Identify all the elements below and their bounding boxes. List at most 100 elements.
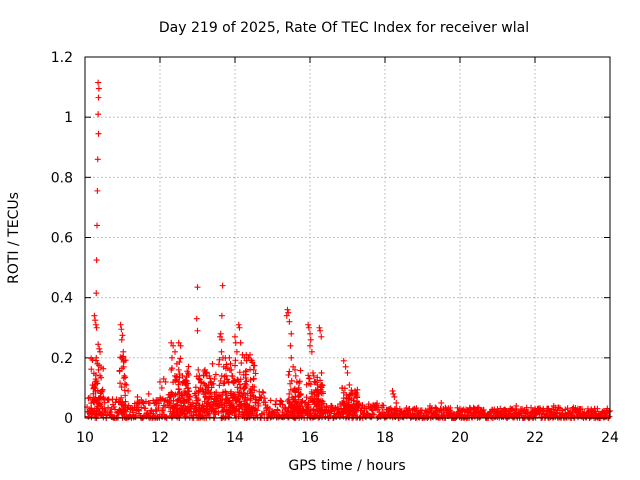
data-point [314,398,321,405]
data-point [285,396,292,403]
data-point [348,396,355,403]
data-point [185,384,192,391]
data-point [235,398,242,405]
data-point [359,401,366,408]
data-point [118,401,125,408]
data-point [340,357,347,364]
data-point [250,404,257,411]
data-point [160,402,167,409]
data-point [305,380,312,387]
data-point [317,377,324,384]
data-point [393,399,400,406]
data-point [178,408,185,415]
data-point [454,404,461,411]
data-point [121,372,128,379]
data-point [318,369,325,376]
data-point [322,413,329,420]
data-point [284,306,291,313]
data-point [183,381,190,388]
data-point [166,394,173,401]
data-point [346,381,353,388]
data-point [229,372,235,379]
data-point [122,374,129,381]
data-point [310,372,317,379]
data-point [307,330,313,337]
data-point [250,375,257,382]
data-point [380,402,387,409]
data-point [122,392,129,399]
data-point [194,284,201,291]
data-point [209,404,216,411]
data-point [94,156,101,163]
data-point [153,396,160,403]
data-point [283,312,290,319]
data-point [319,398,326,405]
data-point [342,363,349,370]
data-point [391,393,398,400]
data-point [211,375,218,382]
data-point [370,411,377,418]
data-point [193,394,200,401]
data-point [218,348,225,355]
data-point [170,379,177,386]
data-point [317,327,324,334]
data-point [286,318,293,325]
data-point [215,393,222,400]
data-point [513,402,520,409]
x-tick-label: 18 [376,430,394,446]
data-point [88,355,95,362]
data-point [314,374,321,381]
data-point [303,408,310,415]
data-point [116,406,123,413]
x-tick-label: 20 [451,430,469,446]
y-tick-label: 1 [64,110,73,126]
data-point [285,372,292,379]
data-point [375,404,382,411]
data-point [134,406,141,413]
data-point [594,405,601,412]
data-point [122,403,129,410]
x-tick-label: 24 [601,430,619,446]
data-point [207,378,214,385]
data-point [236,381,243,388]
data-point [88,400,95,407]
data-point [205,381,212,388]
data-point [369,411,376,418]
data-point [119,332,126,339]
data-point [290,363,297,370]
data-point [288,330,295,337]
data-point [158,384,165,391]
data-point [172,348,178,355]
data-point [293,378,300,385]
data-point [145,390,152,397]
data-point [213,405,220,412]
y-tick-label: 1.2 [51,50,73,66]
data-point [193,315,200,322]
data-point [307,336,314,343]
data-point [93,290,100,297]
data-point [316,324,323,331]
data-point [238,360,245,367]
data-point [93,354,100,361]
data-point [260,389,267,396]
data-point [95,94,102,101]
data-point [102,407,109,414]
data-point [215,402,222,409]
data-point [186,403,193,410]
chart-title: Day 219 of 2025, Rate Of TEC Index for r… [159,20,529,36]
data-point [246,408,253,415]
data-point [206,403,213,410]
data-point [202,366,208,373]
data-point [160,375,167,382]
x-tick-label: 10 [76,430,94,446]
data-point [93,324,100,331]
data-point [247,376,254,383]
data-point [306,375,313,382]
data-point [169,354,175,361]
data-point [175,386,182,393]
data-point [92,321,99,328]
data-point [278,398,285,405]
data-point [236,369,243,376]
data-point [235,405,242,412]
data-point [208,395,215,402]
